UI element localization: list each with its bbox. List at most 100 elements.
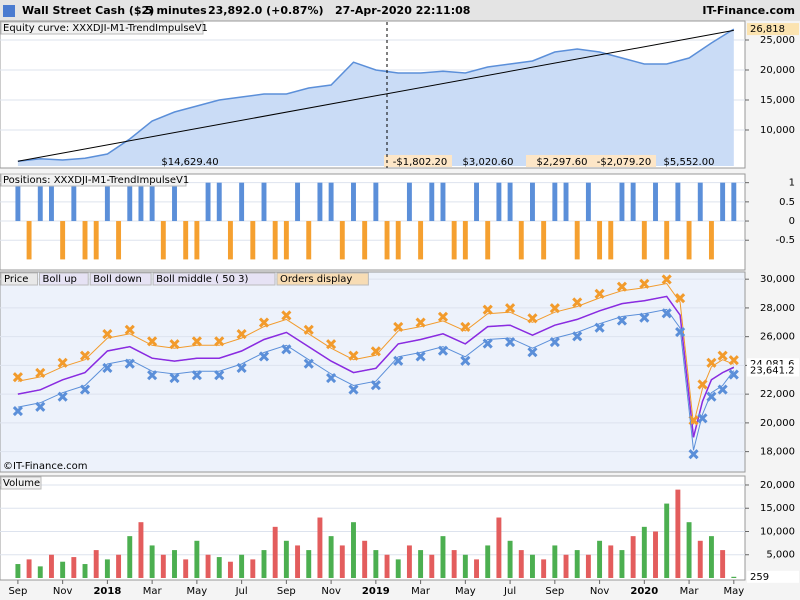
y-tick-label: 0 [789,216,795,227]
bar [418,221,424,260]
order-marker [236,329,247,340]
bar [48,182,54,222]
order-marker [675,326,686,338]
bar [93,221,99,260]
panel-title-box [0,476,42,490]
x-tick-label: Mar [680,586,700,597]
order-marker [460,355,471,366]
order-marker [35,367,46,378]
order-marker [348,384,359,395]
y-tick-label: 10,000 [760,526,795,537]
legend-label: Boll up [43,274,77,285]
bar [641,526,647,578]
bar [227,221,233,260]
bar [552,182,558,222]
bar [675,182,681,222]
bar [116,221,122,260]
order-marker [281,344,292,355]
x-tick-label: Sep [8,586,27,597]
x-tick-label: Mar [411,586,431,597]
legend-box [39,272,89,286]
bar [160,554,166,578]
bar [172,182,177,222]
order-marker [415,351,426,362]
annotation-bg [384,155,452,167]
y-tick-label: 26,000 [760,332,795,343]
annotation: $5,552.00 [664,157,715,168]
bar [429,554,435,578]
bar [541,221,547,260]
order-marker [527,313,538,324]
legend-label: Price [4,274,28,285]
bar [474,182,479,222]
order-marker [124,358,135,369]
bar [362,221,368,260]
bar [485,221,491,260]
x-tick-label: 2020 [630,586,658,597]
menu-icon[interactable] [3,5,15,17]
order-marker [303,324,314,335]
bar [686,522,692,578]
bar [227,561,233,578]
bar [250,559,256,578]
y-tick-label: 28,000 [760,303,795,314]
bar [708,536,714,578]
x-tick-label: 2019 [362,586,390,597]
bar [485,545,491,578]
x-tick-label: 2018 [93,586,121,597]
bar [60,221,66,260]
bar [697,540,703,578]
bar [328,182,334,222]
bar [731,182,737,222]
legend-box [276,272,369,286]
bar [384,221,390,260]
bar [462,221,468,260]
bar [239,182,245,222]
bar [496,182,502,222]
bar [653,531,658,578]
x-tick-label: May [455,586,476,597]
order-marker [728,369,739,380]
bar [720,182,726,222]
last-value-box [747,23,799,36]
order-marker [258,351,270,362]
bar [160,221,166,260]
bar [541,559,547,578]
last-value-label: 23,641.2 [750,366,795,377]
order-marker [147,370,158,381]
legend-box [152,272,276,286]
panel-title-box [0,21,204,35]
order-marker [549,303,560,314]
order-marker [169,339,180,350]
bar [686,221,692,260]
annotation: -$1,802.20 [393,157,448,168]
bar [104,559,110,578]
order-marker [482,338,493,349]
order-marker [214,336,225,347]
bar [474,559,479,578]
order-marker [697,413,708,424]
y-tick-label: 20,000 [760,418,795,429]
bar [116,554,122,578]
order-marker [57,357,68,368]
order-marker [460,321,471,332]
annotation: $2,297.60 [537,157,588,168]
bar [306,550,312,578]
bar [138,522,144,578]
order-marker [102,329,113,340]
legend-box [89,272,152,286]
order-marker [717,350,728,361]
bar [664,221,670,260]
order-marker [706,391,717,402]
bar [462,554,468,578]
order-marker [214,370,225,381]
order-marker [191,370,202,381]
order-marker [639,312,650,323]
bar [708,221,714,260]
bar [418,550,424,578]
order-marker [326,372,337,384]
timeframe: 5 minutes [145,4,207,17]
bar [619,550,625,578]
panel-title-box [0,173,187,187]
order-marker [124,324,135,335]
